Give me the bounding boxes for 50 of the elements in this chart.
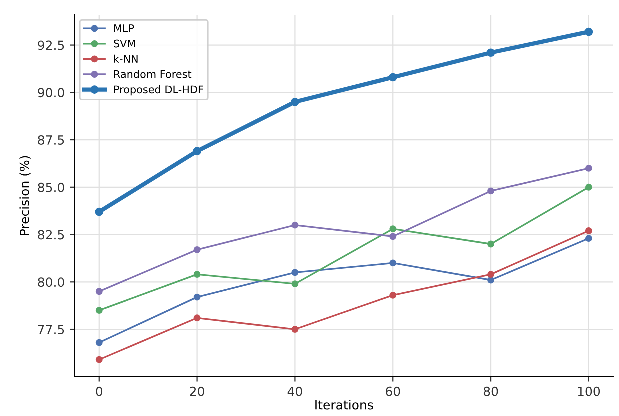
point	[194, 246, 201, 254]
y-tick-label: 85.0	[38, 182, 64, 192]
y-axis-title: Precision (%)	[20, 156, 31, 236]
x-tick-label: 100	[578, 386, 600, 396]
legend-label: Random Forest	[114, 70, 192, 78]
point	[585, 164, 592, 172]
point	[292, 326, 299, 333]
legend-label: Proposed DL-HDF	[114, 86, 204, 96]
point	[584, 28, 594, 36]
point	[390, 292, 397, 299]
point	[96, 339, 103, 346]
point	[194, 271, 201, 278]
point	[390, 233, 397, 240]
y-tick-label: 90.0	[38, 88, 64, 98]
point	[96, 356, 103, 364]
point	[488, 188, 495, 195]
point	[193, 147, 202, 156]
point	[291, 98, 300, 106]
y-tick-label: 82.5	[38, 230, 64, 240]
point	[488, 276, 495, 284]
point	[194, 314, 201, 322]
point	[585, 235, 592, 242]
point	[96, 307, 103, 314]
y-tick-label: 87.5	[38, 136, 64, 145]
point	[488, 240, 495, 248]
point	[390, 226, 397, 233]
legend-label: SVM	[114, 40, 136, 48]
point	[95, 208, 104, 216]
x-tick-label: 0	[96, 386, 103, 396]
x-tick-label: 20	[190, 386, 204, 396]
point	[488, 271, 495, 278]
point	[486, 48, 496, 58]
x-tick-label: 60	[386, 386, 400, 396]
y-tick-label: 80.0	[38, 278, 64, 288]
y-tick-label: 92.5	[38, 40, 64, 50]
point	[585, 184, 592, 191]
x-tick-label: 80	[484, 386, 498, 396]
legend-label: MLP	[114, 24, 134, 32]
point	[292, 222, 299, 229]
point	[96, 288, 103, 296]
y-tick-label: 77.5	[38, 325, 64, 334]
point	[292, 269, 299, 276]
point	[194, 294, 201, 301]
point	[585, 228, 592, 234]
point	[390, 260, 397, 267]
legend-label: k-NN	[114, 54, 138, 63]
point	[292, 280, 299, 288]
x-axis-title: Iterations	[316, 400, 374, 410]
x-tick-label: 40	[288, 386, 302, 396]
point	[388, 73, 398, 82]
